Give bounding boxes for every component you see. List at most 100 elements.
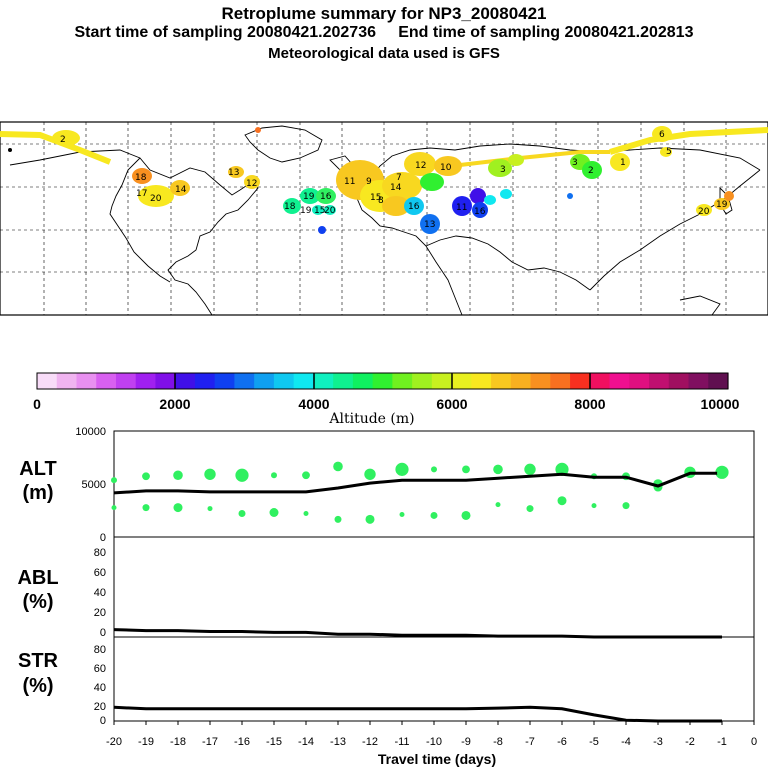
- map-label: 5: [666, 147, 672, 157]
- plume-blob: [382, 196, 410, 216]
- abl-ytick: 40: [94, 587, 106, 599]
- colorbar-swatch: [550, 373, 571, 389]
- colorbar-swatch: [471, 373, 492, 389]
- abl-panel-unit: (%): [22, 591, 53, 613]
- alt-cluster-low: [303, 510, 309, 516]
- colorbar-label: Altitude (m): [328, 411, 414, 427]
- retroplume-trajectory: [0, 126, 768, 234]
- x-tick-label: -15: [266, 736, 282, 748]
- plume-blob: [170, 180, 190, 196]
- alt-cluster-high: [204, 468, 216, 480]
- plume-blob: [283, 198, 301, 214]
- alt-cluster-low: [365, 514, 375, 524]
- met-data-note: Meteorological data used is GFS: [268, 45, 500, 62]
- colorbar-swatch: [214, 373, 236, 389]
- map-label: 14: [390, 183, 402, 193]
- alt-mean-line: [113, 471, 722, 495]
- x-tick-label: -2: [685, 736, 695, 748]
- alt-cluster-low: [461, 510, 471, 520]
- alt-cluster-low: [622, 502, 630, 510]
- plume-blob: [255, 127, 261, 133]
- plume-blob: [138, 185, 174, 207]
- alt-cluster-low: [591, 503, 597, 509]
- plume-blob: [404, 152, 436, 176]
- map-label: 19: [300, 206, 312, 216]
- alt-cluster-high: [111, 477, 117, 484]
- x-tick-label: -3: [653, 736, 663, 748]
- alt-cluster-low: [526, 505, 534, 513]
- x-tick-label: -8: [493, 736, 503, 748]
- x-tick-label: -5: [589, 736, 599, 748]
- alt-cluster-high: [395, 462, 409, 476]
- colorbar-swatch: [668, 373, 690, 389]
- map-label: 6: [659, 130, 665, 140]
- plume-blob: [660, 147, 672, 157]
- x-tick-label: -7: [525, 736, 535, 748]
- colorbar-swatch: [56, 373, 78, 389]
- alt-cluster-low: [334, 515, 342, 523]
- map-label: 10: [440, 163, 452, 173]
- str-ytick: 80: [94, 644, 106, 656]
- colorbar-frame: [36, 372, 729, 390]
- plume-blob: [8, 148, 12, 152]
- plume-blob: [132, 168, 152, 184]
- map-label: 20: [324, 206, 336, 216]
- plume-blob: [324, 205, 336, 215]
- map-label: 12: [246, 179, 257, 189]
- map-label: 2: [60, 135, 66, 145]
- map-label: 17: [136, 189, 147, 199]
- plume-blob: [508, 154, 524, 166]
- map-label: 16: [408, 202, 420, 212]
- colorbar-swatch: [313, 373, 334, 389]
- map-label: 20: [698, 207, 710, 217]
- alt-cluster-high: [431, 466, 437, 473]
- x-tick-label: 0: [751, 736, 757, 748]
- alt-ytick: 0: [100, 532, 106, 544]
- map-label: 15: [370, 193, 381, 203]
- map-label: 7: [396, 173, 402, 183]
- x-tick-label: -19: [138, 736, 154, 748]
- map-label: 8: [378, 196, 384, 206]
- plume-blob: [452, 196, 472, 216]
- colorbar-swatch: [234, 373, 255, 389]
- plume-blob: [316, 188, 336, 204]
- map-label: 16: [320, 192, 332, 202]
- map-label: 13: [424, 220, 435, 230]
- x-tick-label: -1: [717, 736, 727, 748]
- colorbar-swatch: [451, 373, 472, 389]
- colorbar-swatch: [135, 373, 157, 389]
- x-tick-label: -4: [621, 736, 631, 748]
- x-tick-label: -12: [362, 736, 378, 748]
- colorbar-swatch: [372, 373, 393, 389]
- colorbar-swatch: [155, 373, 176, 389]
- colorbar-swatch: [194, 373, 216, 389]
- plot-marks: [111, 461, 729, 723]
- alt-cluster-high: [271, 472, 277, 479]
- str-mean-line: [113, 705, 722, 723]
- alt-final-point: [717, 468, 727, 479]
- colorbar-swatch: [649, 373, 670, 389]
- plume-blob: [312, 205, 324, 215]
- colorbar-swatch: [115, 373, 137, 389]
- plume-blob: [714, 198, 730, 210]
- colorbar-swatch: [570, 373, 591, 389]
- colorbar-swatch: [273, 373, 295, 389]
- plume-blob: [484, 195, 496, 205]
- plume-blob: [228, 166, 244, 178]
- alt-cluster-high: [524, 463, 536, 476]
- colorbar-swatch: [412, 373, 433, 389]
- colorbar-swatch: [510, 373, 532, 389]
- x-tick-label: -20: [106, 736, 122, 748]
- alt-cluster-high: [235, 468, 249, 482]
- map-label: 18: [135, 173, 147, 183]
- x-tick-label: -6: [557, 736, 567, 748]
- map-label: 11: [344, 177, 355, 187]
- alt-cluster-low: [399, 511, 405, 517]
- coastlines: [9, 125, 761, 316]
- colorbar-tick: 0: [33, 396, 41, 412]
- str-panel-unit: (%): [22, 675, 53, 697]
- colorbar-swatch: [333, 373, 354, 389]
- colorbar-swatch: [175, 373, 196, 389]
- plume-blob: [472, 202, 488, 218]
